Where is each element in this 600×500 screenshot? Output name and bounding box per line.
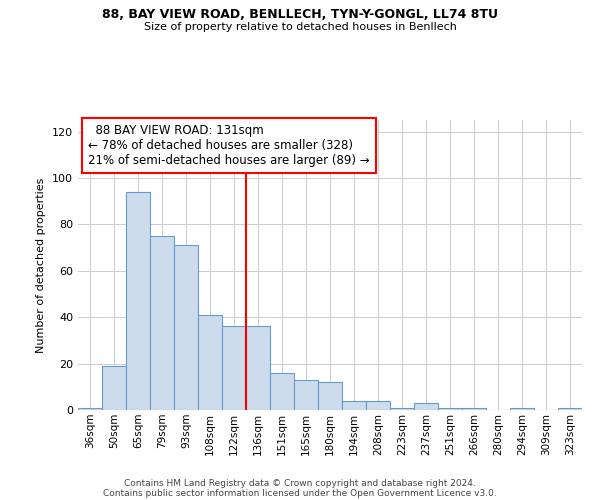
Bar	[150, 236, 174, 410]
Bar	[174, 246, 198, 410]
Bar	[318, 382, 342, 410]
Bar	[510, 408, 534, 410]
Bar	[246, 326, 270, 410]
Bar	[222, 326, 246, 410]
Bar	[558, 408, 582, 410]
Text: Size of property relative to detached houses in Benllech: Size of property relative to detached ho…	[143, 22, 457, 32]
Text: 88 BAY VIEW ROAD: 131sqm
← 78% of detached houses are smaller (328)
21% of semi-: 88 BAY VIEW ROAD: 131sqm ← 78% of detach…	[88, 124, 370, 168]
Bar	[198, 315, 222, 410]
Bar	[102, 366, 126, 410]
Bar	[126, 192, 150, 410]
Bar	[342, 400, 366, 410]
Bar	[390, 408, 414, 410]
Bar	[414, 403, 438, 410]
Y-axis label: Number of detached properties: Number of detached properties	[37, 178, 46, 352]
Bar	[462, 408, 486, 410]
Text: Contains public sector information licensed under the Open Government Licence v3: Contains public sector information licen…	[103, 488, 497, 498]
Text: 88, BAY VIEW ROAD, BENLLECH, TYN-Y-GONGL, LL74 8TU: 88, BAY VIEW ROAD, BENLLECH, TYN-Y-GONGL…	[102, 8, 498, 20]
Bar	[366, 400, 390, 410]
Bar	[270, 373, 294, 410]
Bar	[78, 408, 102, 410]
Bar	[438, 408, 462, 410]
Text: Contains HM Land Registry data © Crown copyright and database right 2024.: Contains HM Land Registry data © Crown c…	[124, 478, 476, 488]
Bar	[294, 380, 318, 410]
